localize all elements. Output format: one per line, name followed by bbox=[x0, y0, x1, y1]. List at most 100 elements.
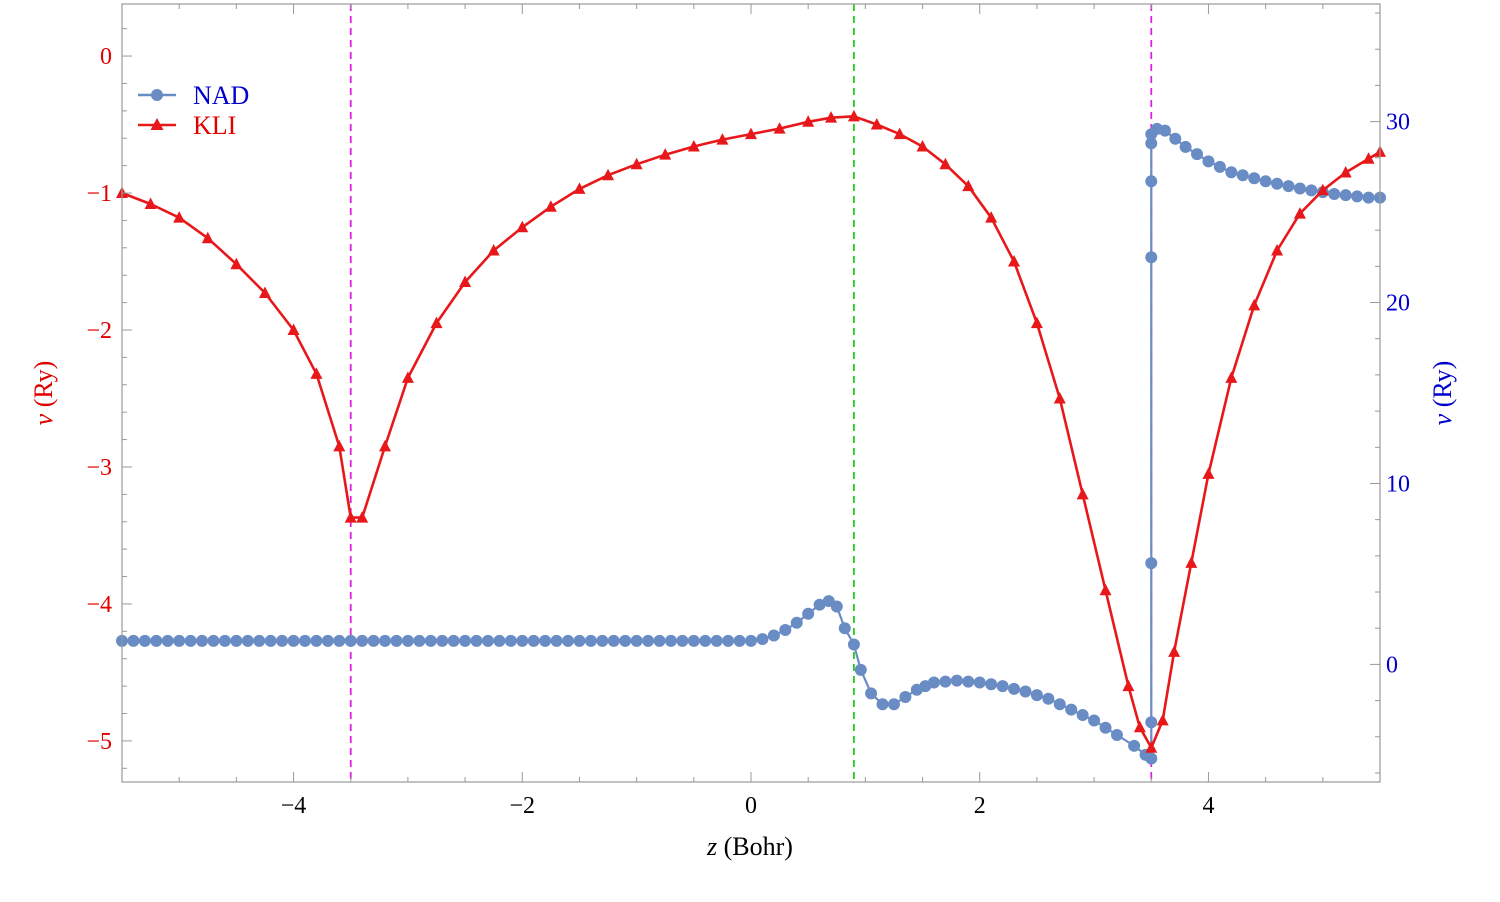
reference-lines bbox=[349, 4, 1153, 782]
nad-point bbox=[854, 663, 867, 676]
nad-point bbox=[573, 634, 586, 647]
nad-point bbox=[1305, 184, 1318, 197]
nad-point bbox=[664, 634, 677, 647]
nad-point bbox=[642, 634, 655, 647]
kli-point bbox=[1122, 679, 1135, 692]
right-y-tick-label: 30 bbox=[1386, 110, 1410, 136]
kli-point bbox=[1168, 645, 1181, 657]
series-layer bbox=[116, 109, 1386, 765]
kli-point bbox=[230, 257, 243, 270]
nad-point bbox=[1169, 132, 1182, 145]
nad-point bbox=[196, 634, 209, 647]
nad-point bbox=[527, 634, 540, 647]
nad-point bbox=[276, 634, 289, 647]
nad-point bbox=[1042, 692, 1055, 705]
kli-point bbox=[1156, 713, 1169, 726]
nad-point bbox=[1362, 191, 1375, 204]
nad-point bbox=[253, 634, 266, 647]
nad-point bbox=[607, 634, 620, 647]
nad-point bbox=[1259, 175, 1272, 188]
nad-point bbox=[865, 687, 878, 700]
kli-point bbox=[825, 111, 838, 123]
nad-point bbox=[1065, 703, 1078, 716]
kli-point bbox=[847, 109, 860, 122]
nad-point bbox=[830, 600, 843, 613]
legend-kli-marker bbox=[150, 118, 164, 130]
nad-point bbox=[687, 634, 700, 647]
nad-point bbox=[1019, 685, 1032, 698]
kli-point bbox=[144, 197, 157, 209]
left-y-tick-label: −1 bbox=[86, 181, 112, 207]
series-nad-line bbox=[122, 127, 1380, 760]
legend-entry-nad: NAD bbox=[138, 81, 249, 110]
nad-point bbox=[1145, 557, 1158, 570]
nad-point bbox=[779, 624, 792, 637]
nad-point bbox=[390, 634, 403, 647]
kli-point bbox=[516, 220, 529, 233]
left-y-axis-label-unit: (Ry) bbox=[29, 361, 58, 408]
nad-point bbox=[138, 634, 151, 647]
nad-point bbox=[1213, 160, 1226, 173]
kli-point bbox=[1316, 183, 1329, 196]
kli-point bbox=[939, 157, 952, 170]
nad-point bbox=[1053, 698, 1066, 711]
kli-point bbox=[916, 139, 929, 152]
kli-point bbox=[1145, 741, 1158, 753]
nad-point bbox=[436, 634, 449, 647]
kli-point bbox=[1202, 467, 1215, 479]
kli-point bbox=[962, 179, 975, 192]
x-axis-label-unit: (Bohr) bbox=[724, 832, 793, 861]
legend-entry-kli: KLI bbox=[138, 111, 236, 140]
nad-point bbox=[733, 634, 746, 647]
kli-point bbox=[1008, 255, 1021, 267]
nad-point bbox=[218, 634, 231, 647]
nad-point bbox=[1088, 714, 1101, 727]
kli-point bbox=[1248, 298, 1261, 311]
left-y-tick-label: −3 bbox=[86, 455, 112, 481]
nad-point bbox=[699, 634, 712, 647]
kli-point bbox=[573, 182, 586, 194]
nad-point bbox=[413, 634, 426, 647]
kli-point bbox=[630, 157, 643, 170]
kli-point bbox=[1030, 316, 1043, 329]
nad-point bbox=[847, 638, 860, 651]
kli-point bbox=[258, 286, 271, 299]
kli-point bbox=[173, 211, 186, 223]
nad-point bbox=[985, 678, 998, 691]
nad-point bbox=[619, 634, 632, 647]
nad-point bbox=[973, 676, 986, 689]
nad-point bbox=[504, 634, 517, 647]
kli-point bbox=[1293, 207, 1306, 219]
nad-point bbox=[813, 598, 826, 611]
nad-point bbox=[333, 634, 346, 647]
nad-point bbox=[516, 634, 529, 647]
x-tick-label: 2 bbox=[974, 793, 986, 819]
nad-point bbox=[653, 634, 666, 647]
nad-point bbox=[207, 634, 220, 647]
nad-point bbox=[838, 622, 851, 635]
nad-point bbox=[1179, 140, 1192, 153]
nad-point bbox=[1248, 172, 1261, 185]
nad-point bbox=[1351, 190, 1364, 203]
x-tick-label: −4 bbox=[281, 793, 307, 819]
nad-point bbox=[539, 634, 552, 647]
nad-point bbox=[1191, 148, 1204, 161]
kli-point bbox=[802, 115, 815, 127]
plot-frame bbox=[121, 3, 1381, 783]
x-axis-label: z (Bohr) bbox=[706, 832, 793, 861]
nad-point bbox=[550, 634, 563, 647]
nad-point bbox=[676, 634, 689, 647]
nad-point bbox=[1145, 752, 1158, 765]
nad-point bbox=[230, 634, 243, 647]
kli-point bbox=[333, 439, 346, 452]
left-y-tick-label: −4 bbox=[86, 592, 112, 618]
nad-point bbox=[401, 634, 414, 647]
nad-point bbox=[887, 698, 900, 711]
nad-point bbox=[1145, 716, 1158, 729]
nad-point bbox=[1008, 682, 1021, 695]
nad-point bbox=[481, 634, 494, 647]
kli-point bbox=[602, 168, 615, 181]
kli-point bbox=[687, 139, 700, 152]
nad-point bbox=[1339, 189, 1352, 202]
nad-point bbox=[876, 698, 889, 711]
